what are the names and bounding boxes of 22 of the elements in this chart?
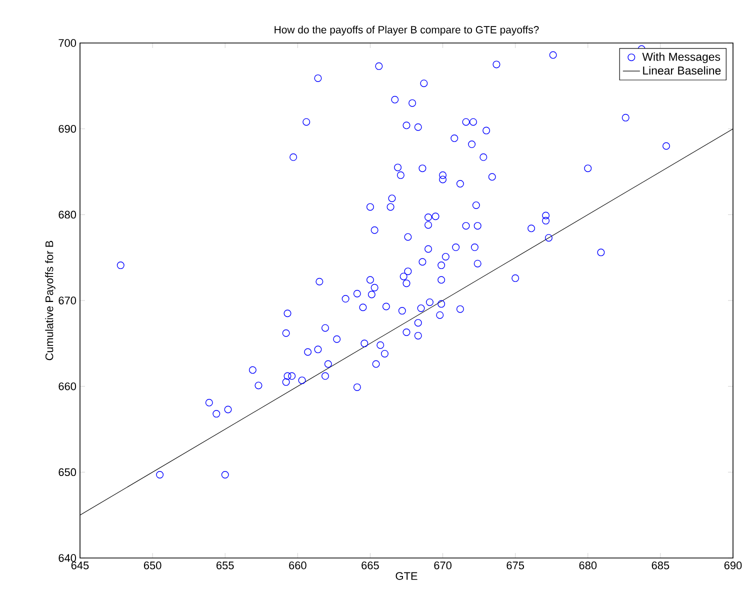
- y-tick-label: 640: [58, 554, 76, 562]
- x-axis-title: GTE: [396, 572, 418, 580]
- x-tick-label: 670: [434, 562, 452, 570]
- x-tick-label: 685: [652, 562, 670, 570]
- y-tick-label: 690: [58, 124, 76, 133]
- x-tick-label: 665: [362, 562, 379, 570]
- y-tick-label: 660: [58, 382, 76, 390]
- y-tick-label: 680: [58, 210, 76, 219]
- y-tick-label: 670: [58, 296, 76, 304]
- y-axis-title: Cumulative Payoffs for B: [45, 240, 56, 360]
- x-tick-label: 675: [506, 562, 524, 570]
- x-tick-label: 650: [144, 562, 162, 570]
- chart-title: How do the payoffs of Player B compare to GTE payoffs?: [274, 26, 539, 36]
- y-tick-label: 650: [58, 468, 76, 476]
- x-tick-label: 680: [579, 562, 597, 570]
- x-tick-label: 690: [724, 562, 742, 570]
- x-tick-label: 655: [216, 562, 234, 570]
- y-tick-label: 700: [58, 39, 76, 47]
- x-tick-label: 645: [71, 562, 89, 570]
- legend-label: Linear Baseline: [643, 66, 721, 75]
- legend-label: With Messages: [642, 52, 720, 64]
- x-tick-label: 660: [289, 562, 306, 570]
